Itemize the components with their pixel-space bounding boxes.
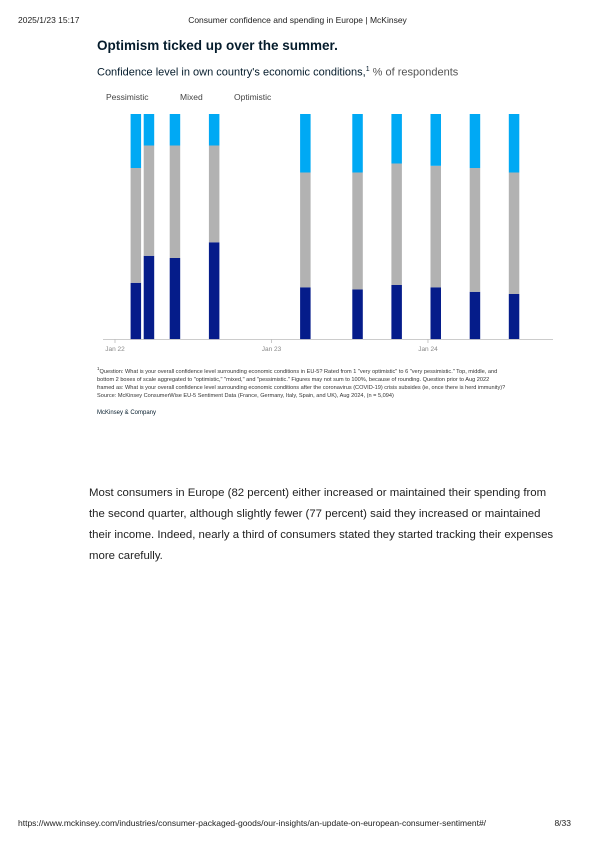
bar-segment-pessimistic — [391, 285, 402, 339]
x-tick-label: Jan 24 — [418, 346, 438, 353]
bar-segment-optimistic — [430, 114, 441, 166]
bar-segment-pessimistic — [352, 289, 363, 339]
bar-segment-pessimistic — [130, 282, 142, 340]
stacked-bar-chart: Jan 22 Jan 23 Jan 24 — [103, 114, 553, 353]
chart-subtitle-footnote-marker: 1 — [365, 66, 370, 73]
bar-segment-pessimistic — [208, 242, 220, 340]
paragraph-line: their income. Indeed, nearly a third of … — [89, 529, 554, 541]
chart-subtitle: Confidence level in own country's econom… — [97, 66, 458, 79]
bar-segment-pessimistic — [143, 255, 155, 340]
footnote-line: bottom 2 boxes of scale aggregated to "o… — [97, 377, 490, 384]
print-date: 2025/1/23 15:17 — [18, 15, 80, 25]
bar-segment-mixed — [430, 165, 441, 288]
footnote-source: Source: McKinsey ConsumerWise EU-5 Senti… — [97, 393, 394, 400]
chart-subtitle-unit: % of respondents — [372, 66, 459, 79]
bar-segment-optimistic — [508, 114, 520, 173]
bar-segment-mixed — [208, 145, 220, 243]
legend-pessimistic: Pessimistic — [106, 92, 149, 102]
footnote-marker: 1 — [97, 366, 100, 371]
chart-subtitle-text: Confidence level in own country's econom… — [97, 66, 366, 79]
paragraph-line: more carefully. — [89, 550, 163, 562]
bar-segment-mixed — [300, 172, 311, 288]
chart-footnote: 1Question: What is your overall confiden… — [97, 365, 567, 401]
bar-segment-mixed — [352, 172, 363, 290]
legend-mixed: Mixed — [180, 92, 203, 102]
article-paragraph: Most consumers in Europe (82 percent) ei… — [89, 483, 567, 567]
legend-optimistic: Optimistic — [234, 92, 272, 102]
bar-segment-optimistic — [391, 114, 402, 164]
footnote-line: framed as: What is your overall confiden… — [97, 385, 506, 392]
chart-title: Optimism ticked up over the summer. — [97, 38, 338, 53]
page-url[interactable]: https://www.mckinsey.com/industries/cons… — [18, 818, 487, 828]
bar-segment-mixed — [391, 163, 402, 285]
bar-segment-mixed — [508, 172, 520, 294]
bar-segment-optimistic — [300, 114, 311, 173]
bar-segment-optimistic — [352, 114, 363, 173]
bar-segment-optimistic — [143, 114, 155, 146]
bar-segment-pessimistic — [469, 291, 481, 340]
bar-segment-mixed — [469, 168, 481, 292]
page-number: 8/33 — [554, 818, 571, 828]
x-tick-label: Jan 22 — [105, 346, 125, 353]
brand-credit: McKinsey & Company — [97, 410, 157, 416]
bar-segment-mixed — [130, 168, 142, 283]
bar-segment-optimistic — [130, 114, 142, 168]
bar-segment-optimistic — [469, 114, 481, 168]
bar-segment-pessimistic — [300, 287, 311, 340]
footnote-line: 1Question: What is your overall confiden… — [97, 366, 498, 375]
bar-segment-pessimistic — [508, 294, 520, 339]
paragraph-line: Most consumers in Europe (82 percent) ei… — [89, 487, 547, 499]
print-header-title: Consumer confidence and spending in Euro… — [188, 15, 407, 25]
bar-segment-pessimistic — [169, 258, 181, 339]
paragraph-line: the second quarter, although slightly fe… — [89, 508, 541, 520]
bar-segment-mixed — [169, 145, 181, 258]
x-tick-label: Jan 23 — [262, 346, 282, 353]
bar-segment-pessimistic — [430, 287, 441, 340]
bar-segment-optimistic — [169, 114, 181, 146]
bar-segment-mixed — [143, 145, 155, 256]
bar-segment-optimistic — [208, 114, 220, 146]
